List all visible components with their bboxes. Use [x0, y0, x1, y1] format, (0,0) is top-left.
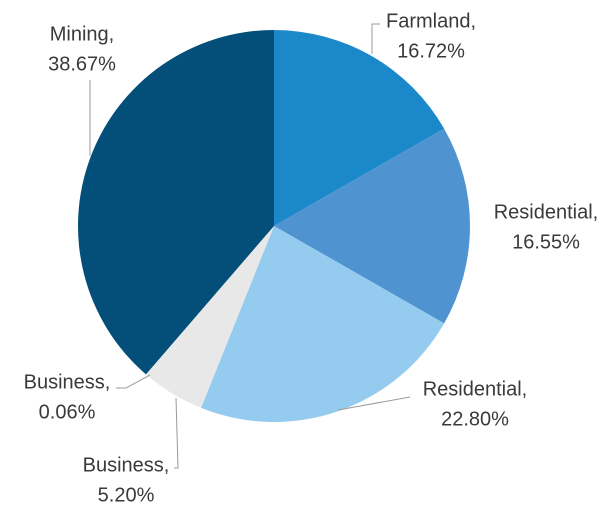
- slice-label: Business,: [24, 371, 111, 393]
- slice-value-label: 0.06%: [39, 401, 96, 423]
- pie-slice: [78, 30, 275, 375]
- pie: [78, 30, 470, 422]
- slice-value-label: 5.20%: [98, 484, 155, 506]
- slice-label: Residential,: [494, 201, 599, 223]
- pie-slice: [145, 226, 274, 375]
- slice-value-label: 16.55%: [512, 231, 580, 253]
- leader-lines: [89, 23, 411, 469]
- slice-value-label: 22.80%: [441, 408, 509, 430]
- leader-line: [371, 23, 380, 54]
- pie-slice: [201, 226, 445, 422]
- slice-value-label: 16.72%: [397, 40, 465, 62]
- pie-slice: [274, 128, 470, 324]
- slice-value-label: 38.67%: [48, 53, 116, 75]
- slice-label: Business,: [83, 454, 170, 476]
- leader-line: [116, 374, 151, 389]
- slice-label: Farmland,: [386, 10, 476, 32]
- leader-line: [174, 397, 179, 469]
- slice-label: Residential,: [423, 378, 528, 400]
- pie-slice: [274, 30, 445, 226]
- pie-slice: [146, 226, 274, 408]
- leader-line: [337, 396, 411, 411]
- slice-label: Mining,: [50, 23, 114, 45]
